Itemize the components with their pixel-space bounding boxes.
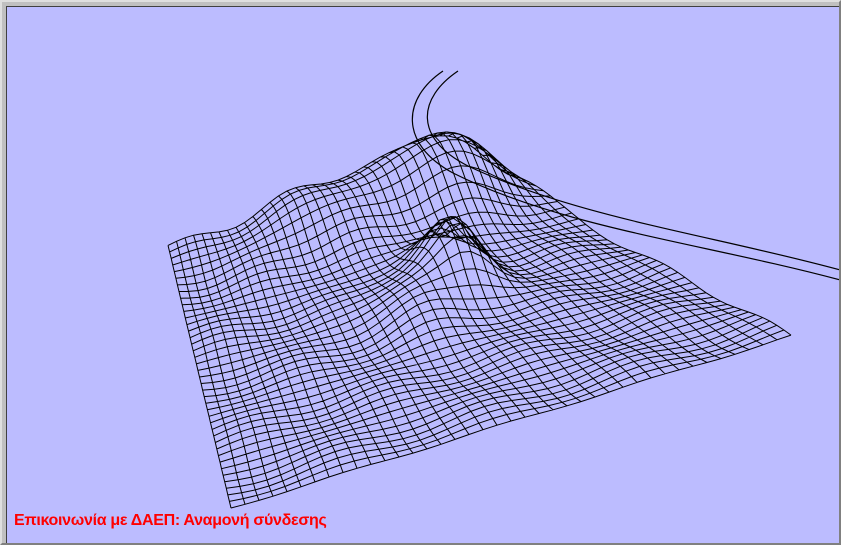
- status-text: Επικοινωνία με ΔΑΕΠ: Αναμονή σύνδεσης: [14, 512, 327, 529]
- road-edge: [426, 70, 839, 271]
- viewport: Επικοινωνία με ΔΑΕΠ: Αναμονή σύνδεσης: [6, 6, 839, 543]
- terrain-mesh: [167, 131, 792, 509]
- scene: [167, 70, 839, 509]
- road-edge: [411, 70, 839, 281]
